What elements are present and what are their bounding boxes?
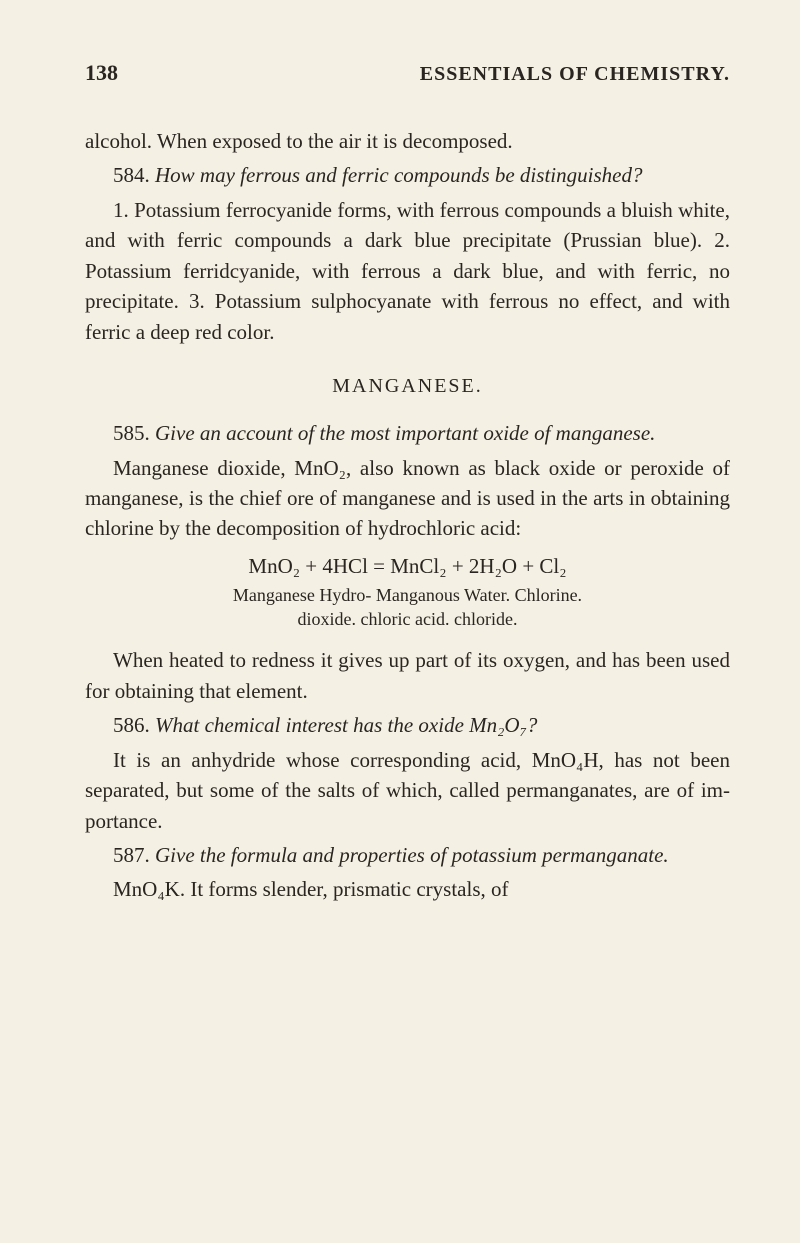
- answer-584: 1. Potassium ferrocyanide forms, with fe…: [85, 195, 730, 347]
- book-title: ESSENTIALS OF CHEMISTRY.: [420, 63, 730, 86]
- equation-labels-line1: Manganese Hydro- Manganous Water. Chlori…: [233, 585, 582, 605]
- answer-585-para2: When heated to redness it gives up part …: [85, 645, 730, 706]
- question-587-number: 587.: [113, 843, 150, 867]
- question-584-text: How may ferrous and ferric compounds be …: [155, 163, 642, 187]
- question-586-number: 586.: [113, 713, 150, 737]
- page-header: 138 ESSENTIALS OF CHEMISTRY.: [85, 60, 730, 86]
- question-585-number: 585.: [113, 421, 150, 445]
- question-584: 584. How may ferrous and ferric compound…: [85, 160, 730, 190]
- page-number: 138: [85, 60, 118, 86]
- question-587: 587. Give the formula and properties of …: [85, 840, 730, 870]
- question-586-text: What chemical interest has the oxide Mn₂…: [155, 713, 537, 737]
- answer-585-para1: Manganese dioxide, MnO₂, also known as b…: [85, 453, 730, 544]
- question-585: 585. Give an account of the most importa…: [85, 418, 730, 448]
- answer-587: MnO₄K. It forms slender, prismatic cryst…: [85, 874, 730, 904]
- paragraph-alcohol: alcohol. When exposed to the air it is d…: [85, 126, 730, 156]
- section-heading-manganese: MANGANESE.: [85, 375, 730, 398]
- question-584-number: 584.: [113, 163, 150, 187]
- equation-labels: Manganese Hydro- Manganous Water. Chlori…: [85, 583, 730, 632]
- equation-labels-line2: dioxide. chloric acid. chloride.: [298, 609, 518, 629]
- answer-586: It is an anhydride whose corresponding a…: [85, 745, 730, 836]
- question-585-text: Give an account of the most important ox…: [155, 421, 655, 445]
- question-586: 586. What chemical interest has the oxid…: [85, 710, 730, 740]
- chemical-equation: MnO₂ + 4HCl = MnCl₂ + 2H₂O + Cl₂: [85, 554, 730, 579]
- question-587-text: Give the formula and properties of potas…: [155, 843, 669, 867]
